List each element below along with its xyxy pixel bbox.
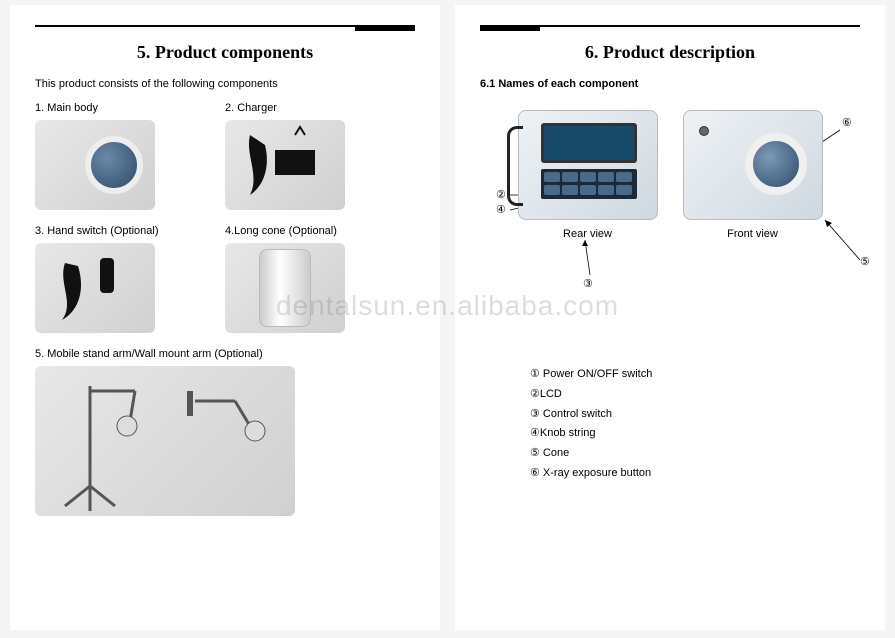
legend: ① Power ON/OFF switch ②LCD ③ Control swi… bbox=[530, 365, 860, 484]
page-right: 6. Product description 6.1 Names of each… bbox=[455, 5, 885, 630]
callout-5: ⑤ bbox=[860, 255, 870, 268]
label-stand: 5. Mobile stand arm/Wall mount arm (Opti… bbox=[35, 348, 415, 360]
legend-item-6: ⑥ X-ray exposure button bbox=[530, 464, 860, 484]
section-title-components: 5. Product components bbox=[35, 42, 415, 63]
component-longcone: 4.Long cone (Optional) bbox=[225, 225, 415, 333]
rear-view-box: Rear view bbox=[518, 110, 658, 240]
diagram-wrap: ① ② ④ ③ ⑥ ⑤ Rear view Front view bbox=[480, 110, 860, 330]
legend-item-5: ⑤ Cone bbox=[530, 444, 860, 464]
image-stand bbox=[35, 366, 295, 516]
device-front bbox=[683, 110, 823, 220]
legend-item-1: ① Power ON/OFF switch bbox=[530, 365, 860, 385]
component-mainbody: 1. Main body bbox=[35, 102, 225, 210]
component-charger: 2. Charger bbox=[225, 102, 415, 210]
component-stand: 5. Mobile stand arm/Wall mount arm (Opti… bbox=[35, 348, 415, 516]
legend-item-3: ③ Control switch bbox=[530, 405, 860, 425]
image-charger bbox=[225, 120, 345, 210]
callout-3: ③ bbox=[583, 277, 593, 290]
component-handswitch: 3. Hand switch (Optional) bbox=[35, 225, 225, 333]
image-handswitch bbox=[35, 243, 155, 333]
top-rule-left bbox=[35, 25, 415, 27]
label-handswitch: 3. Hand switch (Optional) bbox=[35, 225, 225, 237]
top-rule-right bbox=[480, 25, 860, 27]
label-charger: 2. Charger bbox=[225, 102, 415, 114]
image-longcone bbox=[225, 243, 345, 333]
subheading-names: 6.1 Names of each component bbox=[480, 78, 860, 90]
components-intro: This product consists of the following c… bbox=[35, 78, 415, 90]
legend-item-4: ④Knob string bbox=[530, 424, 860, 444]
components-grid: 1. Main body 2. Charger 3. Hand switch (… bbox=[35, 102, 415, 531]
callout-6: ⑥ bbox=[842, 116, 852, 129]
label-mainbody: 1. Main body bbox=[35, 102, 225, 114]
page-left: 5. Product components This product consi… bbox=[10, 5, 440, 630]
device-rear bbox=[518, 110, 658, 220]
front-view-box: Front view bbox=[683, 110, 823, 240]
front-view-label: Front view bbox=[683, 228, 823, 240]
callout-4: ④ bbox=[496, 203, 506, 216]
section-title-description: 6. Product description bbox=[480, 42, 860, 63]
rear-view-label: Rear view bbox=[518, 228, 658, 240]
callout-2: ② bbox=[496, 188, 506, 201]
image-mainbody bbox=[35, 120, 155, 210]
label-longcone: 4.Long cone (Optional) bbox=[225, 225, 415, 237]
legend-item-2: ②LCD bbox=[530, 385, 860, 405]
